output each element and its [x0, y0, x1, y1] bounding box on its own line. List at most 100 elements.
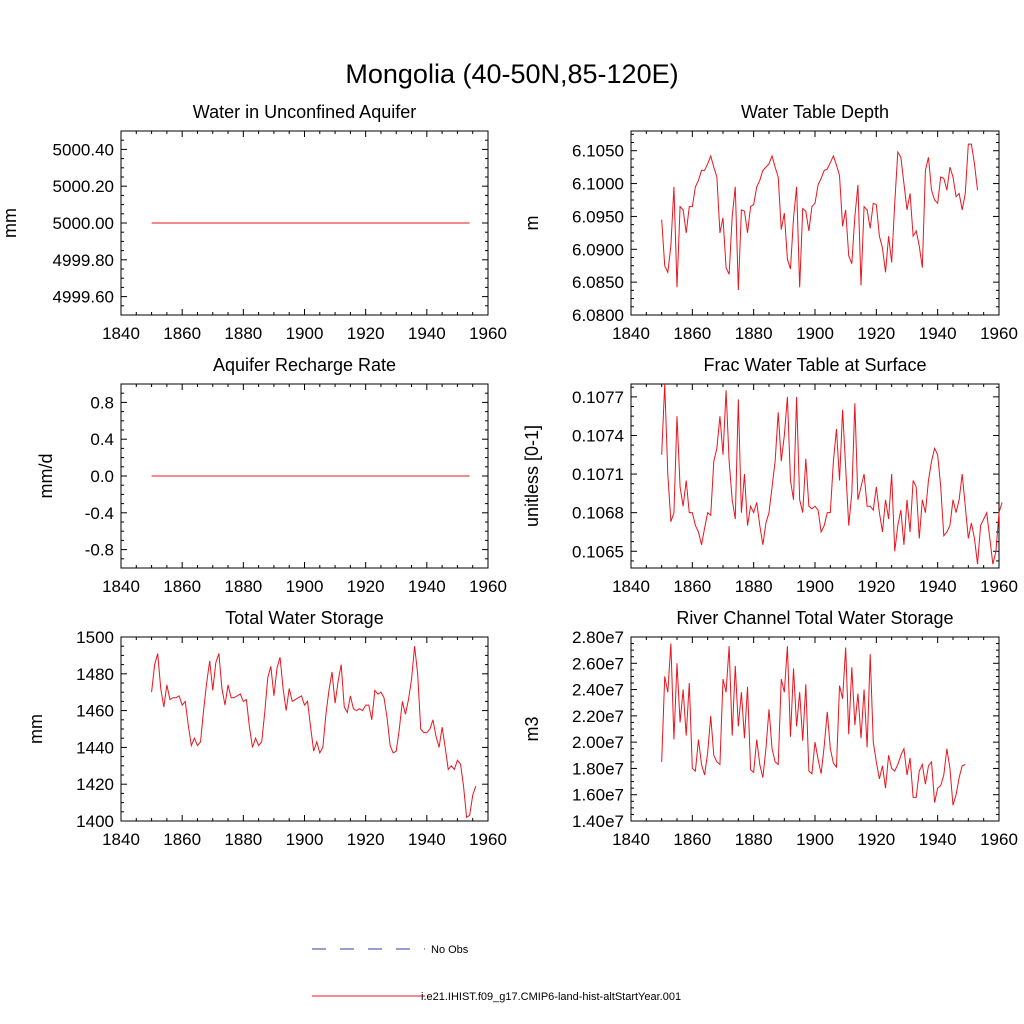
x-tick-label: 1920 [347, 830, 385, 849]
panel-4: Frac Water Table at Surface 1840 1860 1880 1… [522, 355, 1018, 596]
y-axis-label: mm [0, 208, 20, 238]
x-tick-label: 1900 [796, 577, 834, 596]
y-tick-label: 4999.60 [53, 288, 114, 307]
y-tick-label: 2.60e7 [572, 654, 624, 673]
x-tick-label: 1920 [347, 324, 385, 343]
x-tick-label: 1920 [857, 324, 895, 343]
y-tick-label: 0.1068 [572, 504, 624, 523]
x-tick-label: 1940 [408, 324, 446, 343]
x-tick-label: 1880 [224, 830, 262, 849]
y-tick-label: 2.40e7 [572, 681, 624, 700]
y-tick-label: -0.8 [85, 541, 114, 560]
series-line [661, 643, 966, 806]
y-tick-label: 5000.40 [53, 140, 114, 159]
x-tick-label: 1840 [612, 830, 650, 849]
y-tick-label: 1480 [76, 665, 114, 684]
x-tick-label: 1900 [286, 830, 324, 849]
x-tick-label: 1880 [735, 830, 773, 849]
y-tick-label: 1.60e7 [572, 786, 624, 805]
x-tick-label: 1880 [224, 577, 262, 596]
panel-2: Water Table Depth 1840 1860 1880 1900 1920 194… [522, 102, 1018, 343]
x-tick-label: 1960 [980, 577, 1018, 596]
x-tick-label: 1940 [919, 324, 957, 343]
y-tick-label: 6.0950 [572, 207, 624, 226]
x-tick-label: 1960 [980, 324, 1018, 343]
panel-frame [120, 636, 489, 822]
x-tick-label: 1960 [469, 324, 507, 343]
y-tick-label: 1420 [76, 775, 114, 794]
panels: Water in Unconfined Aquifer 1840 1860 1880 1… [0, 102, 1018, 849]
x-tick-label: 1940 [408, 830, 446, 849]
x-tick-label: 1920 [857, 577, 895, 596]
x-tick-label: 1940 [919, 830, 957, 849]
y-tick-label: 0.4 [90, 430, 114, 449]
y-axis-label: m [522, 216, 542, 231]
panel-title: Water Table Depth [741, 102, 889, 122]
y-axis-label: unitless [0-1] [522, 425, 542, 527]
x-tick-label: 1840 [102, 577, 140, 596]
series-line [661, 383, 1003, 565]
x-tick-label: 1860 [673, 830, 711, 849]
y-axis-label: mm/d [36, 454, 56, 499]
y-tick-label: 1440 [76, 738, 114, 757]
x-tick-label: 1900 [796, 830, 834, 849]
x-tick-label: 1860 [673, 577, 711, 596]
y-tick-label: 1.80e7 [572, 759, 624, 778]
x-tick-label: 1860 [163, 324, 201, 343]
panel-1: Water in Unconfined Aquifer 1840 1860 1880 1… [0, 102, 507, 343]
panel-title: Total Water Storage [225, 608, 383, 628]
x-tick-label: 1960 [469, 577, 507, 596]
x-tick-label: 1900 [286, 324, 324, 343]
panel-6: River Channel Total Water Storage 1840 186… [522, 608, 1018, 849]
x-tick-label: 1840 [612, 324, 650, 343]
x-tick-label: 1960 [980, 830, 1018, 849]
x-tick-label: 1920 [857, 830, 895, 849]
y-tick-label: 1500 [76, 628, 114, 647]
x-tick-label: 1860 [673, 324, 711, 343]
y-tick-label: 2.20e7 [572, 707, 624, 726]
x-tick-label: 1940 [408, 577, 446, 596]
y-tick-label: 0.1071 [572, 465, 624, 484]
x-tick-label: 1880 [224, 324, 262, 343]
x-tick-label: 1840 [612, 577, 650, 596]
y-tick-label: 6.0800 [572, 306, 624, 325]
panel-title: River Channel Total Water Storage [676, 608, 953, 628]
x-tick-label: 1960 [469, 830, 507, 849]
legend-label-no-obs: No Obs [431, 944, 469, 956]
y-tick-label: 1460 [76, 702, 114, 721]
y-tick-label: 1400 [76, 812, 114, 831]
x-tick-label: 1880 [735, 577, 773, 596]
x-tick-label: 1860 [163, 577, 201, 596]
y-tick-label: 0.0 [90, 467, 114, 486]
x-tick-label: 1840 [102, 324, 140, 343]
panel-frame [630, 383, 1000, 569]
x-tick-label: 1920 [347, 577, 385, 596]
panel-title: Frac Water Table at Surface [703, 355, 926, 375]
y-tick-label: 0.1065 [572, 542, 624, 561]
panel-frame [630, 130, 1000, 316]
series-line [151, 646, 477, 819]
y-tick-label: 0.8 [90, 393, 114, 412]
y-tick-label: -0.4 [85, 504, 114, 523]
panel-title: Water in Unconfined Aquifer [193, 102, 416, 122]
x-tick-label: 1900 [286, 577, 324, 596]
legend-label-model: i.e21.IHIST.f09_g17.CMIP6-land-hist-altS… [421, 991, 681, 1003]
y-tick-label: 2.80e7 [572, 628, 624, 647]
x-tick-label: 1840 [102, 830, 140, 849]
y-tick-label: 6.0900 [572, 240, 624, 259]
panel-3: Aquifer Recharge Rate 1840 1860 1880 1900 192… [36, 355, 507, 596]
y-tick-label: 6.0850 [572, 273, 624, 292]
y-axis-label: mm [26, 714, 46, 744]
x-tick-label: 1940 [919, 577, 957, 596]
y-tick-label: 5000.00 [53, 214, 114, 233]
legend: No Obs i.e21.IHIST.f09_g17.CMIP6-land-hi… [312, 944, 681, 1003]
x-tick-label: 1860 [163, 830, 201, 849]
series-line [661, 143, 979, 291]
y-tick-label: 0.1077 [572, 388, 624, 407]
y-tick-label: 1.40e7 [572, 812, 624, 831]
main-title: Mongolia (40-50N,85-120E) [345, 59, 678, 89]
panel-title: Aquifer Recharge Rate [213, 355, 396, 375]
panel-5: Total Water Storage 1840 1860 1880 1900 1920 1… [26, 608, 507, 849]
y-axis-label: m3 [522, 716, 542, 741]
